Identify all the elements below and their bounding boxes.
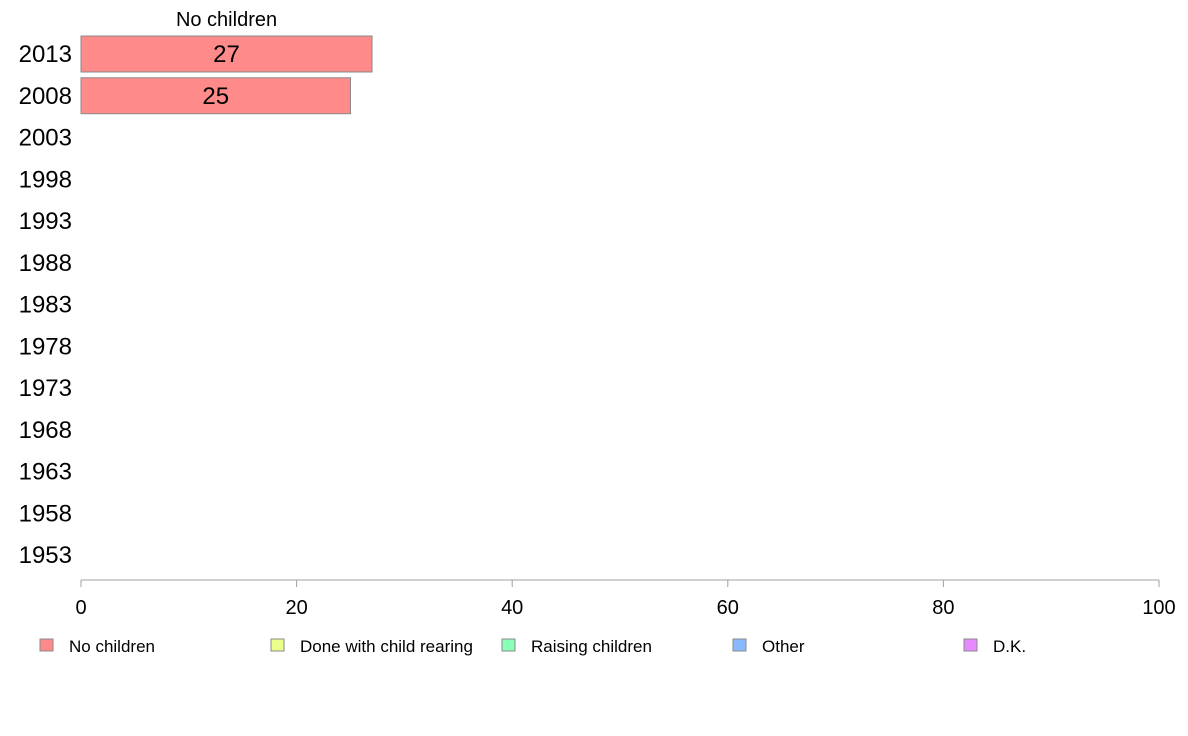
- y-label-1968: 1968: [19, 417, 72, 444]
- y-label-1993: 1993: [19, 208, 72, 235]
- x-axis: 0 20 40 60 80 100: [75, 579, 1176, 619]
- x-tick-label-20: 20: [285, 597, 307, 619]
- legend-label-0: No children: [69, 637, 155, 656]
- x-tick-label-0: 0: [75, 597, 86, 619]
- y-axis-labels: 2013 2008 2003 1998 1993 1988 1983 1978 1973 1968…: [19, 41, 72, 569]
- legend: No children Done with child rearing Raisin…: [39, 637, 1026, 656]
- legend-swatch-3: [732, 638, 747, 652]
- y-label-1958: 1958: [19, 500, 72, 527]
- y-label-1978: 1978: [19, 333, 72, 360]
- x-tick-label-100: 100: [1142, 597, 1175, 619]
- y-label-1973: 1973: [19, 375, 72, 402]
- x-tick-label-80: 80: [932, 597, 954, 619]
- legend-swatch-2: [501, 638, 516, 652]
- legend-item-3: Other: [732, 637, 805, 656]
- bar-label-2008-series-0: 25: [202, 83, 229, 110]
- legend-swatch-1: [270, 638, 285, 652]
- series-header: No children: [176, 9, 277, 31]
- legend-label-4: D.K.: [993, 637, 1026, 656]
- legend-label-3: Other: [762, 637, 805, 656]
- legend-swatch-4: [963, 638, 978, 652]
- x-tick-label-60: 60: [717, 597, 739, 619]
- y-label-1998: 1998: [19, 166, 72, 193]
- y-label-1988: 1988: [19, 250, 72, 277]
- y-label-1963: 1963: [19, 459, 72, 486]
- y-label-2013: 2013: [19, 41, 72, 68]
- y-label-2003: 2003: [19, 125, 72, 152]
- legend-item-2: Raising children: [501, 637, 652, 656]
- legend-label-1: Done with child rearing: [300, 637, 473, 656]
- legend-label-2: Raising children: [531, 637, 652, 656]
- y-label-2008: 2008: [19, 83, 72, 110]
- bar-2008-series-0: [80, 77, 351, 115]
- x-tick-label-40: 40: [501, 597, 523, 619]
- legend-swatch-0: [39, 638, 54, 652]
- y-label-1953: 1953: [19, 542, 72, 569]
- legend-item-0: No children: [39, 637, 155, 656]
- legend-item-4: D.K.: [963, 637, 1026, 656]
- bars: 27 25: [80, 35, 373, 115]
- bar-label-2013-series-0: 27: [213, 41, 240, 68]
- bar-2013-series-0: [80, 35, 373, 73]
- legend-item-1: Done with child rearing: [270, 637, 473, 656]
- y-label-1983: 1983: [19, 292, 72, 319]
